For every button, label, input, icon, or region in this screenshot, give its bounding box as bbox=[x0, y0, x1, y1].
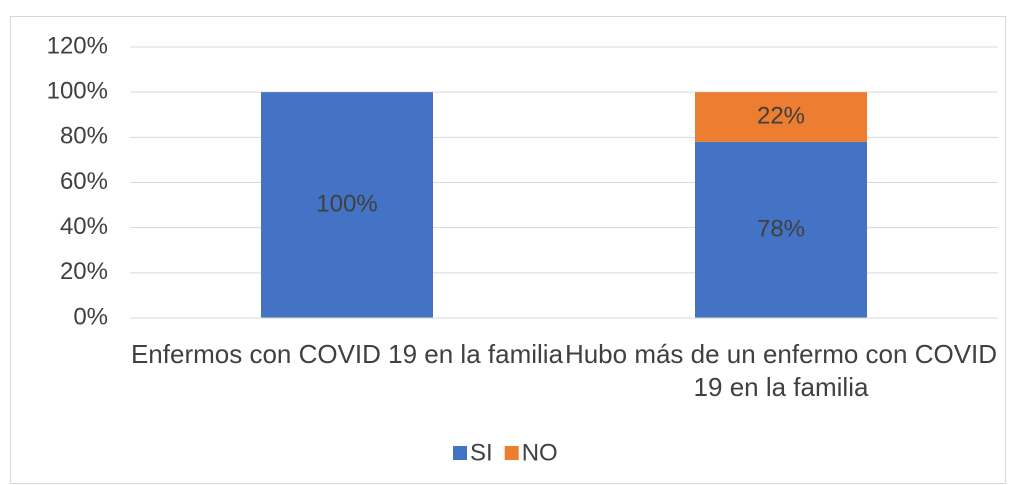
data-label: 100% bbox=[316, 190, 377, 217]
legend-label: SI bbox=[470, 439, 493, 466]
y-tick-label: 100% bbox=[47, 78, 108, 105]
legend-swatch bbox=[504, 446, 519, 460]
data-label: 78% bbox=[757, 215, 805, 242]
data-label: 22% bbox=[757, 102, 805, 129]
x-tick-label: Hubo más de un enfermo con COVID 19 en l… bbox=[564, 339, 998, 402]
y-tick-label: 60% bbox=[60, 168, 108, 195]
y-tick-label: 0% bbox=[73, 303, 108, 330]
y-tick-label: 80% bbox=[60, 123, 108, 150]
x-tick-label: Enfermos con COVID 19 en la familia bbox=[130, 339, 564, 369]
bar-segment bbox=[261, 92, 433, 319]
bar-segment bbox=[695, 92, 867, 142]
y-tick-label: 120% bbox=[47, 32, 108, 59]
legend-swatch bbox=[453, 446, 467, 460]
bar-segment bbox=[695, 141, 867, 318]
legend-label: NO bbox=[522, 439, 558, 466]
y-tick-label: 40% bbox=[60, 213, 108, 240]
y-tick-label: 20% bbox=[60, 258, 108, 285]
